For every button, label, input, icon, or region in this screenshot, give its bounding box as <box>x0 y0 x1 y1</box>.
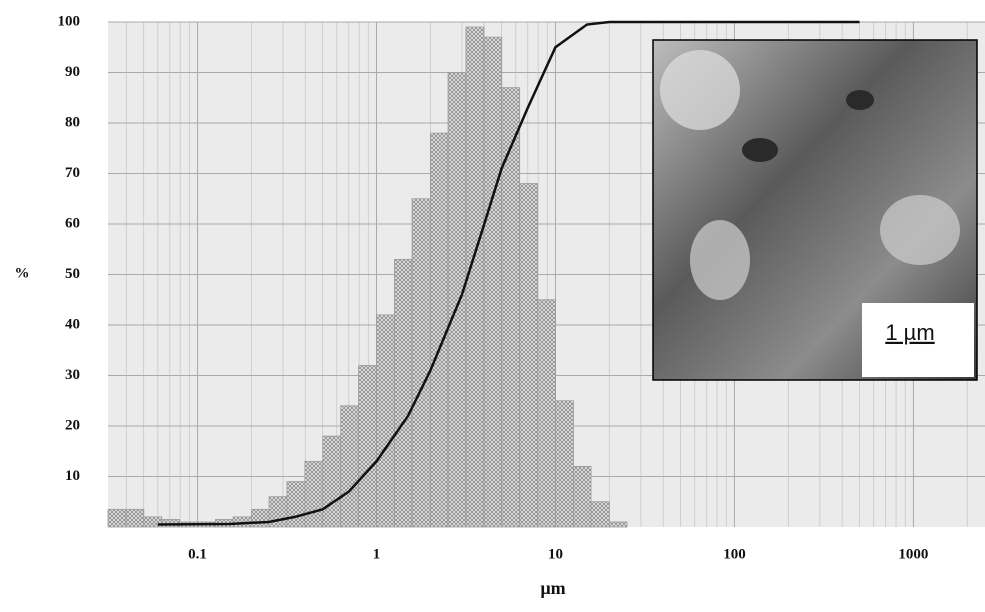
y-tick-label: 40 <box>65 316 80 332</box>
bar <box>251 508 270 528</box>
y-tick-label: 80 <box>65 114 80 130</box>
y-tick-label: 20 <box>65 417 80 433</box>
x-tick-label: 10 <box>548 546 563 562</box>
y-axis-label: % <box>15 265 30 281</box>
bar <box>590 501 610 528</box>
x-tick-label: 1 <box>373 546 381 562</box>
bar <box>358 364 377 528</box>
bar <box>537 299 556 528</box>
cumulative-line <box>157 20 860 526</box>
y-tick-label: 60 <box>65 215 80 231</box>
bar <box>501 87 521 528</box>
bar <box>483 36 503 528</box>
bar <box>125 508 145 528</box>
bar <box>411 198 431 528</box>
y-tick-label: 90 <box>65 64 80 80</box>
x-tick-label: 100 <box>723 546 746 562</box>
bar <box>322 435 342 528</box>
bar <box>555 400 574 528</box>
bar <box>340 405 359 528</box>
bar <box>519 183 538 528</box>
bar <box>304 460 324 528</box>
inset-image: 1 µm <box>652 39 978 381</box>
y-tick-label: 100 <box>58 13 81 29</box>
bar <box>447 72 467 528</box>
x-tick-label: 1000 <box>898 546 928 562</box>
y-tick-label: 30 <box>65 367 80 383</box>
x-axis-label: µm <box>540 578 565 598</box>
bar <box>107 508 127 528</box>
bar <box>608 521 628 528</box>
x-tick-label: 0.1 <box>188 546 207 562</box>
scale-bar-label: 1 µm <box>885 320 934 345</box>
bar <box>376 314 395 528</box>
bar <box>573 465 592 528</box>
bar <box>394 258 413 528</box>
bar <box>429 132 449 528</box>
bar <box>286 481 306 528</box>
y-tick-label: 50 <box>65 266 80 282</box>
y-tick-label: 70 <box>65 165 80 181</box>
y-tick-label: 10 <box>65 468 80 484</box>
